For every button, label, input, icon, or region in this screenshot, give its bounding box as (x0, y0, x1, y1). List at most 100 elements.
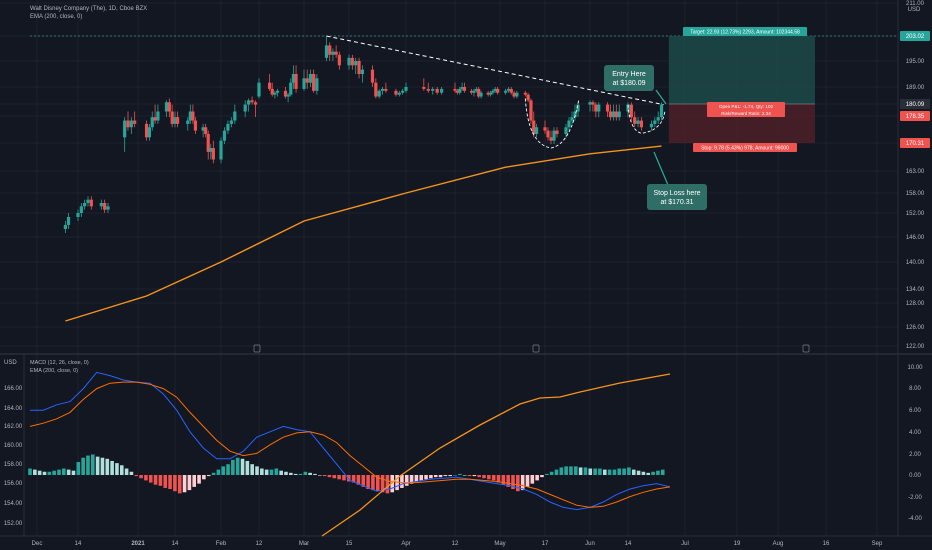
price-axis-currency: USD (908, 7, 921, 13)
price-tick-label: 126.00 (906, 325, 925, 331)
macd-histogram-bar (279, 470, 283, 475)
macd-histogram-bar (327, 475, 332, 478)
entry-callout-line2: at $180.09 (612, 80, 645, 87)
candle (337, 51, 341, 70)
candle (312, 69, 316, 93)
pattern-drawings[interactable] (524, 98, 666, 149)
stop-label: Stop: 9.78 (5.43%) 978, Amount: 99000 (701, 146, 789, 152)
candle-body (188, 111, 192, 121)
signal-line (29, 381, 671, 508)
candle-body (153, 117, 157, 121)
entry-callout-pointer (655, 89, 667, 105)
macd-histogram-bar (530, 475, 535, 484)
macd-histogram-bar (293, 473, 298, 475)
candle (462, 82, 467, 93)
candle-body (611, 111, 615, 118)
candle (401, 88, 405, 95)
price-highlight-text: 170.31 (906, 141, 925, 147)
candle-body (504, 90, 508, 93)
candle-body (608, 111, 613, 118)
event-marker-box (532, 344, 540, 353)
candle-body (653, 120, 657, 124)
candle-body (350, 57, 354, 66)
candle-body (588, 102, 592, 105)
time-tick-label: May (494, 541, 505, 547)
macd-histogram-bar (202, 475, 206, 480)
macd-histogram-bar (356, 475, 361, 485)
macd-histogram-bar (226, 464, 230, 475)
candle (243, 100, 247, 118)
candle-body (173, 117, 177, 124)
open-pl-label: Open P&L: -1.74, Qty: 102 (719, 104, 774, 109)
candle (469, 88, 474, 95)
macd-histogram-bar (424, 475, 428, 480)
price-tick-label: 152.00 (906, 211, 925, 217)
macd-histogram-bar (549, 471, 554, 475)
macd-histogram-bar (414, 475, 419, 482)
candle-body (129, 120, 133, 128)
price-tick-label: 195.00 (906, 59, 925, 65)
trendline[interactable] (326, 35, 664, 106)
candle (460, 82, 464, 91)
macd-histogram-bar (332, 475, 337, 479)
candle-body (312, 74, 316, 91)
candle-body (472, 90, 476, 93)
candle-body (649, 123, 654, 128)
macd-histogram-bar (535, 475, 539, 481)
candle (357, 57, 361, 79)
candle-body (401, 90, 405, 93)
candle (633, 111, 637, 128)
candle (608, 104, 613, 121)
candle-body (453, 88, 457, 91)
candle (253, 100, 258, 118)
macd-histogram-bar (168, 475, 172, 490)
macd-histogram-bar (37, 470, 42, 475)
candle-body (133, 120, 137, 124)
candle (283, 87, 288, 99)
macd-histogram-bar (163, 475, 168, 488)
position-tool[interactable]: Target: 22.93 (12.73%) 2293, Amount: 102… (668, 27, 815, 152)
macd-histogram-bar (187, 475, 192, 491)
macd-histogram-bar (583, 467, 588, 475)
macd-histogram-bar (482, 475, 486, 479)
candle-body (594, 104, 598, 112)
candle-body (123, 120, 127, 138)
candle (175, 111, 180, 128)
price-tick-label: 134.00 (906, 287, 925, 293)
macd-histogram-bar (578, 467, 583, 475)
time-tick-label: 17 (542, 541, 549, 547)
candle-body (380, 88, 385, 91)
candle (543, 120, 547, 134)
candle-body (250, 100, 254, 103)
ema-200-path (65, 145, 662, 322)
candle (219, 137, 223, 164)
callouts[interactable]: Entry Here at $180.09 Stop Loss here at $17… (253, 65, 810, 353)
candle (455, 88, 459, 95)
candle-body (79, 206, 83, 213)
macd-left-tick-label: 166.00 (4, 386, 23, 392)
candle-body (308, 74, 313, 83)
macd-histogram-bar (231, 459, 235, 475)
candle (629, 102, 633, 121)
open-pl-label-bg (707, 102, 785, 117)
candle (79, 203, 83, 217)
time-tick-label: Dec (32, 541, 43, 547)
candle (83, 199, 87, 210)
candle-body (76, 213, 80, 217)
candle-body (488, 92, 493, 95)
price-axis-highlight: 170.31 (900, 138, 930, 148)
candle-body (275, 90, 280, 93)
candle (173, 111, 177, 128)
macd-histogram-bar (182, 475, 187, 493)
macd-ema-legend: EMA (200, close, 0) (30, 368, 78, 374)
macd-left-tick-label: 156.00 (4, 481, 23, 487)
macd-histogram-bar (520, 475, 525, 491)
macd-histogram-bar (588, 468, 593, 475)
macd-histogram-bar (153, 475, 158, 485)
candle (509, 87, 513, 95)
candle-body (289, 82, 293, 95)
candle (529, 98, 533, 124)
candle (308, 69, 313, 87)
candle-body (469, 90, 474, 93)
